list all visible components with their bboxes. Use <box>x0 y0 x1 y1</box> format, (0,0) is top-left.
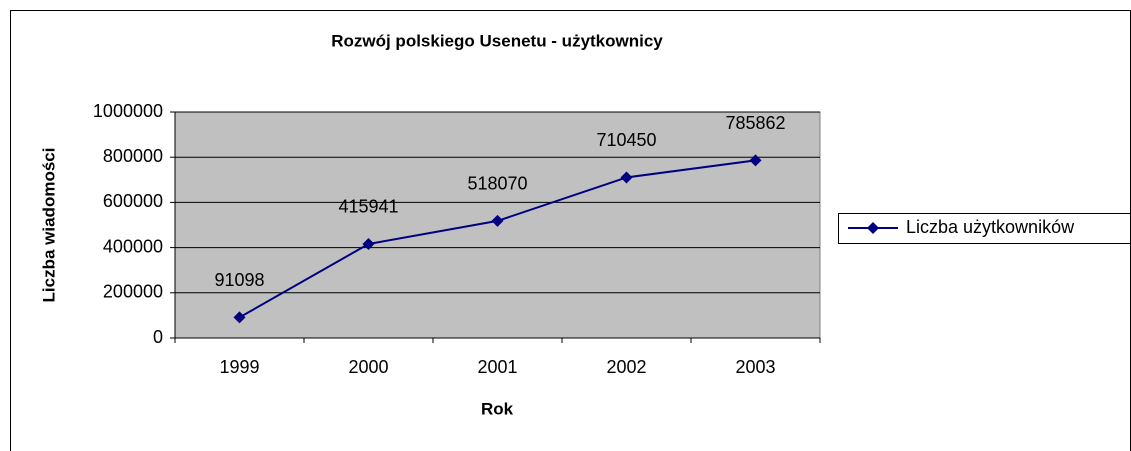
data-point <box>362 237 375 250</box>
legend-label: Liczba użytkowników <box>906 217 1075 237</box>
y-axis-title: Liczba wiadomości <box>39 148 58 303</box>
legend-marker <box>867 222 879 234</box>
y-tick-label: 0 <box>153 327 163 347</box>
y-tick-label: 200000 <box>103 282 163 302</box>
y-tick-label: 1000000 <box>93 101 163 121</box>
data-point <box>491 214 504 227</box>
data-point <box>620 171 633 184</box>
y-tick-label: 800000 <box>103 146 163 166</box>
y-tick-label: 600000 <box>103 191 163 211</box>
data-label: 91098 <box>214 270 264 290</box>
x-tick-label: 2002 <box>606 357 646 377</box>
x-tick-label: 2001 <box>477 357 517 377</box>
chart-title: Rozwój polskiego Usenetu - użytkownicy <box>331 31 663 50</box>
x-axis-title: Rok <box>481 399 514 418</box>
y-tick-label: 400000 <box>103 236 163 256</box>
x-tick-label: 2000 <box>348 357 388 377</box>
data-label: 710450 <box>596 130 656 150</box>
data-label: 415941 <box>338 197 398 217</box>
data-label: 785862 <box>725 113 785 133</box>
data-point <box>233 311 246 324</box>
data-label: 518070 <box>467 174 527 194</box>
data-point <box>749 154 762 167</box>
x-tick-label: 1999 <box>219 357 259 377</box>
x-tick-label: 2003 <box>735 357 775 377</box>
